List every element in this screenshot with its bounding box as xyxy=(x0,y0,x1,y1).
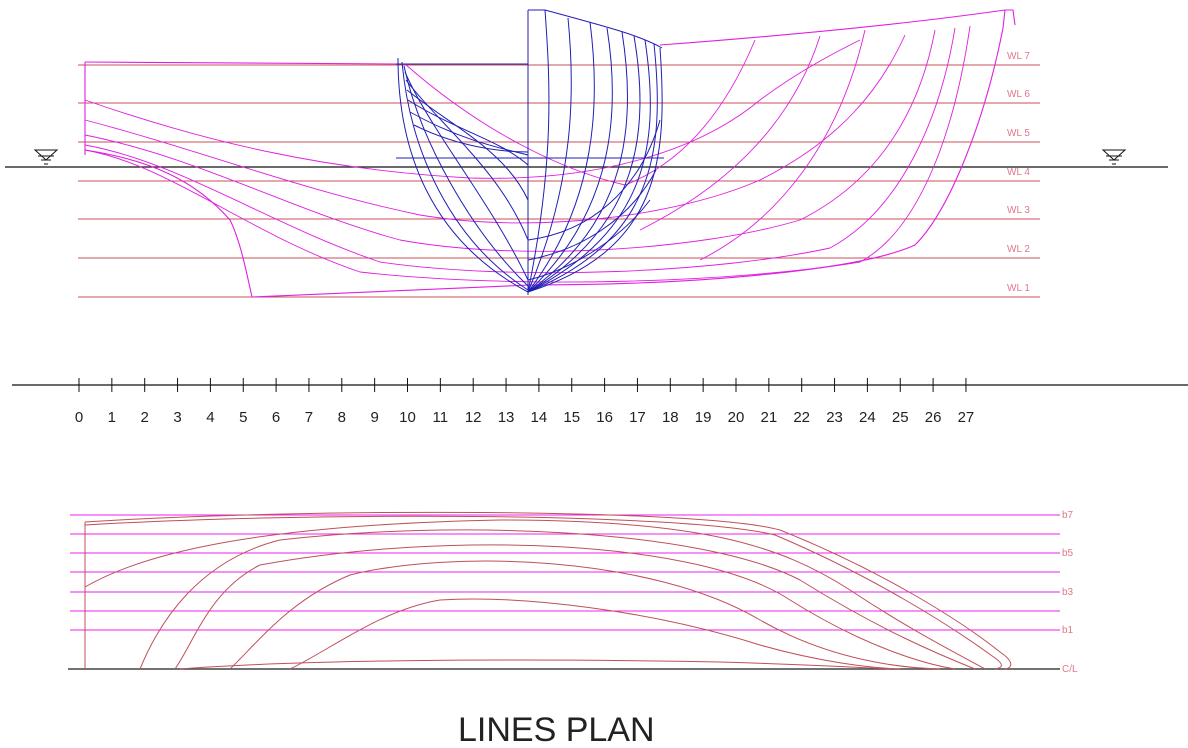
waterline-label-5: WL 5 xyxy=(1007,128,1030,139)
station-label-20: 20 xyxy=(728,409,745,426)
centerline-label: C/L xyxy=(1062,664,1078,675)
waterline-label-4: WL 4 xyxy=(1007,167,1030,178)
profile-outline xyxy=(84,9,1016,298)
station-label-26: 26 xyxy=(925,409,942,426)
station-label-7: 7 xyxy=(305,409,313,426)
station-label-9: 9 xyxy=(370,409,378,426)
station-label-0: 0 xyxy=(75,409,83,426)
station-label-27: 27 xyxy=(958,409,975,426)
buttock-label-b3: b3 xyxy=(1062,587,1074,598)
station-ticks: 0 1 2 3 4 5 6 7 8 9 10 11 12 13 14 15 16 17 18 19 20 21 22 23 24… xyxy=(75,378,974,426)
waterline-symbol-right xyxy=(1101,149,1127,165)
station-label-22: 22 xyxy=(793,409,810,426)
waterline-label-2: WL 2 xyxy=(1007,244,1030,255)
station-label-4: 4 xyxy=(206,409,214,426)
waterline-lines xyxy=(78,64,1040,298)
waterline-label-7: WL 7 xyxy=(1007,51,1030,62)
station-label-14: 14 xyxy=(531,409,548,426)
buttock-labels: b7 b5 b3 b1 C/L xyxy=(1062,510,1078,675)
station-label-19: 19 xyxy=(695,409,712,426)
station-label-17: 17 xyxy=(629,409,646,426)
station-label-5: 5 xyxy=(239,409,247,426)
waterline-symbol-left xyxy=(33,149,59,165)
station-label-2: 2 xyxy=(141,409,149,426)
station-label-23: 23 xyxy=(826,409,843,426)
station-label-25: 25 xyxy=(892,409,909,426)
half-breadth-view: b7 b5 b3 b1 C/L xyxy=(68,510,1078,675)
station-label-3: 3 xyxy=(173,409,181,426)
station-label-18: 18 xyxy=(662,409,679,426)
buttock-label-b1: b1 xyxy=(1062,625,1074,636)
station-label-1: 1 xyxy=(108,409,116,426)
waterline-label-3: WL 3 xyxy=(1007,205,1030,216)
station-scale: 0 1 2 3 4 5 6 7 8 9 10 11 12 13 14 15 16 17 18 19 20 21 22 23 24… xyxy=(12,378,1188,426)
drawing-title: LINES PLAN xyxy=(458,711,655,748)
buttock-label-b7: b7 xyxy=(1062,510,1074,521)
buttock-label-b5: b5 xyxy=(1062,548,1074,559)
station-label-21: 21 xyxy=(761,409,778,426)
waterline-label-1: WL 1 xyxy=(1007,283,1030,294)
station-label-15: 15 xyxy=(563,409,580,426)
station-label-8: 8 xyxy=(338,409,346,426)
station-label-6: 6 xyxy=(272,409,280,426)
station-label-12: 12 xyxy=(465,409,482,426)
profile-view: WL 7 WL 6 WL 5 WL 4 WL 3 WL 2 WL 1 xyxy=(5,9,1168,298)
station-label-10: 10 xyxy=(399,409,416,426)
buttock-lines xyxy=(70,514,1060,631)
body-plan-sections xyxy=(396,9,664,295)
station-label-16: 16 xyxy=(596,409,613,426)
profile-buttocks xyxy=(84,25,971,283)
station-label-11: 11 xyxy=(433,409,449,426)
station-label-24: 24 xyxy=(859,409,876,426)
station-label-13: 13 xyxy=(498,409,515,426)
plan-waterline-curves xyxy=(84,511,1012,670)
waterline-label-6: WL 6 xyxy=(1007,89,1030,100)
waterline-labels: WL 7 WL 6 WL 5 WL 4 WL 3 WL 2 WL 1 xyxy=(1007,51,1030,294)
